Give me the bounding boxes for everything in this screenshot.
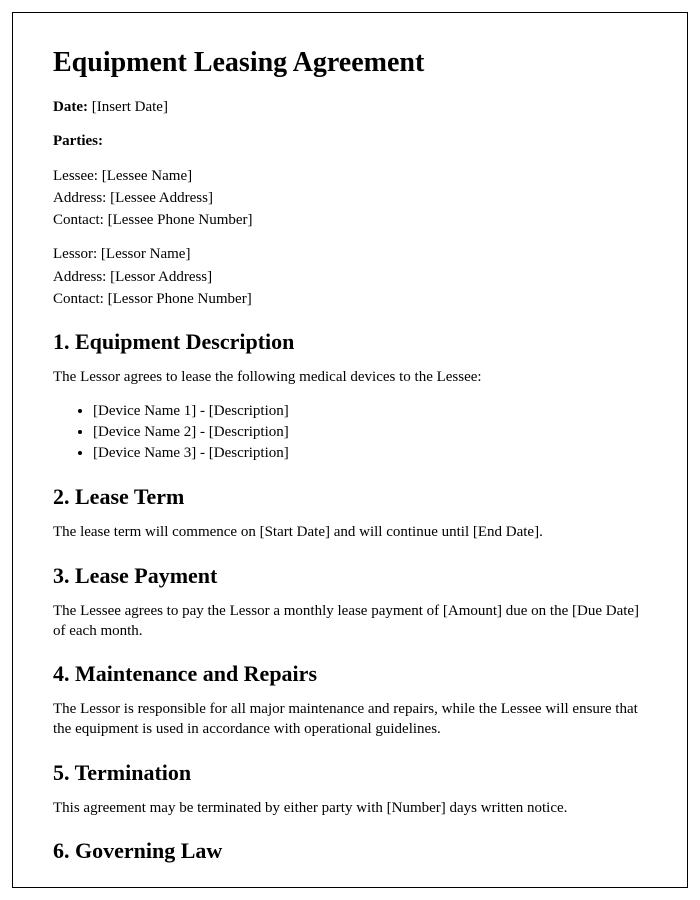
parties-label: Parties: [53, 133, 103, 149]
section-3-heading: 3. Lease Payment [53, 563, 647, 589]
lessor-block: Lessor: [Lessor Name] Address: [Lessor A… [53, 244, 647, 309]
lessor-contact: Contact: [Lessor Phone Number] [53, 289, 647, 309]
section-4-body: The Lessor is responsible for all major … [53, 699, 647, 740]
lessee-contact: Contact: [Lessee Phone Number] [53, 210, 647, 230]
date-label: Date: [53, 99, 88, 115]
lessee-block: Lessee: [Lessee Name] Address: [Lessee A… [53, 166, 647, 231]
lessee-name: Lessee: [Lessee Name] [53, 166, 647, 186]
lessee-address: Address: [Lessee Address] [53, 188, 647, 208]
device-list: [Device Name 1] - [Description] [Device … [53, 401, 647, 464]
date-value: [Insert Date] [88, 99, 168, 115]
document-sheet: Equipment Leasing Agreement Date: [Inser… [12, 12, 688, 888]
section-2-heading: 2. Lease Term [53, 484, 647, 510]
document-title: Equipment Leasing Agreement [53, 47, 647, 79]
section-6-heading: 6. Governing Law [53, 838, 647, 864]
list-item: [Device Name 2] - [Description] [93, 422, 647, 443]
date-line: Date: [Insert Date] [53, 97, 647, 117]
section-3-body: The Lessee agrees to pay the Lessor a mo… [53, 601, 647, 642]
list-item: [Device Name 3] - [Description] [93, 443, 647, 464]
section-1-intro: The Lessor agrees to lease the following… [53, 367, 647, 387]
page: Equipment Leasing Agreement Date: [Inser… [0, 0, 700, 900]
lessor-address: Address: [Lessor Address] [53, 267, 647, 287]
section-5-heading: 5. Termination [53, 760, 647, 786]
section-4-heading: 4. Maintenance and Repairs [53, 661, 647, 687]
section-5-body: This agreement may be terminated by eith… [53, 798, 647, 818]
section-1-heading: 1. Equipment Description [53, 329, 647, 355]
lessor-name: Lessor: [Lessor Name] [53, 244, 647, 264]
list-item: [Device Name 1] - [Description] [93, 401, 647, 422]
section-2-body: The lease term will commence on [Start D… [53, 522, 647, 542]
parties-label-line: Parties: [53, 131, 647, 151]
